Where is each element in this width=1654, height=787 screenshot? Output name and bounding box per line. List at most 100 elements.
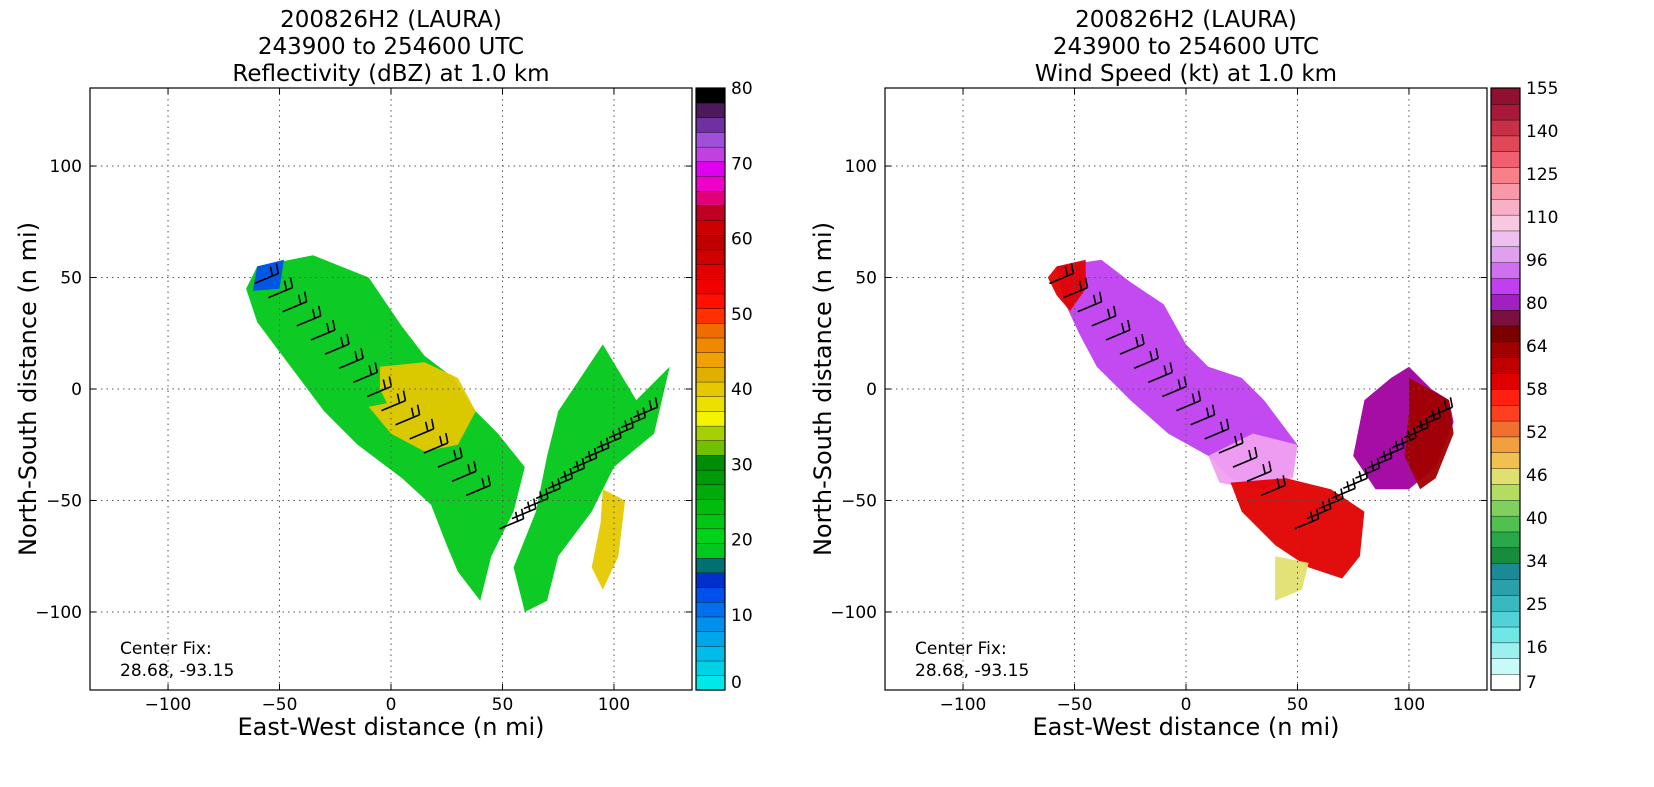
x-tick-label: −50 (262, 695, 298, 715)
wind-barb (584, 447, 610, 459)
wind-barb-flag (1248, 449, 1252, 460)
colorbar-segment (1490, 547, 1521, 564)
wind-barb (395, 413, 420, 426)
wind-barb (523, 497, 549, 510)
wind-barb (1232, 456, 1258, 468)
wind-speed-panel: −100 −50 0 50 100 −100 −50 0 50 100 200826H2 (LAUR… (809, 7, 1558, 741)
center-fix-annotation: 28.68, -93.15 (120, 661, 234, 681)
colorbar-segment (1490, 151, 1521, 168)
wind-barb-flag (1070, 263, 1075, 274)
x-tick-label: −100 (145, 695, 192, 715)
chart-title-line: 200826H2 (LAURA) (280, 7, 502, 33)
wind-barb (511, 507, 537, 520)
colorbar-tick-label: 155 (1526, 79, 1558, 99)
wind-barb (352, 371, 378, 384)
wind-barb (1318, 497, 1344, 510)
colorbar-segment (1490, 198, 1521, 216)
colorbar-tick-label: 96 (1526, 251, 1548, 271)
colorbar-segment (695, 498, 726, 515)
wind-barb-flag (1268, 461, 1272, 472)
colorbar: 0 10 20 30 40 50 60 70 80 (695, 79, 753, 693)
y-tick-label: −50 (841, 491, 877, 511)
colorbar-segment (695, 366, 726, 383)
wind-barb-flag (1064, 266, 1069, 276)
wind-barb-flag (1121, 322, 1125, 333)
colorbar-segment (695, 587, 726, 603)
wind-barb-flag (1211, 404, 1216, 415)
colorbar-segment (695, 161, 726, 177)
wind-barb (268, 286, 293, 299)
colorbar-segment (1490, 531, 1521, 549)
colorbar-segment (695, 557, 726, 574)
wind-barb-flag (654, 397, 659, 408)
colorbar-segment (695, 631, 726, 647)
y-tick-label: −100 (35, 603, 82, 623)
wind-barb-flag (1155, 348, 1159, 359)
wind-barb-flag (368, 365, 372, 375)
chart-title-line: Wind Speed (kt) at 1.0 km (1035, 61, 1337, 87)
colorbar-segment (695, 249, 726, 265)
colorbar-frame (695, 87, 726, 691)
wind-barb (1204, 428, 1230, 440)
center-fix-annotation: Center Fix: (120, 639, 212, 659)
wind-barb (1367, 457, 1392, 469)
wind-barb-flag (283, 280, 288, 290)
x-axis-label: East-West distance (n mi) (237, 713, 544, 741)
colorbar-segment (695, 117, 726, 133)
wind-barb (254, 272, 279, 285)
colorbar-segment (1490, 341, 1521, 358)
colorbar-segment (695, 528, 726, 544)
wind-barb-flag (1240, 432, 1244, 444)
colorbar-tick-label: 110 (1526, 208, 1558, 228)
wind-barb (465, 484, 491, 497)
wind-barb-flag (1127, 319, 1131, 331)
wind-barb-flag (297, 294, 302, 304)
colorbar-tick-label: 10 (731, 606, 753, 626)
x-tick-label: 0 (1181, 695, 1192, 715)
colorbar-segment (1490, 103, 1521, 121)
wind-barb-flag (1205, 407, 1210, 417)
wind-barb (282, 301, 307, 313)
wind-barb (324, 343, 350, 355)
wind-barb-flag (1149, 351, 1153, 361)
x-tick-label: 100 (1393, 695, 1425, 715)
colorbar-segment (1490, 436, 1521, 453)
wind-barb-flag (1135, 336, 1139, 347)
wind-barb-flag (467, 464, 471, 474)
colorbar-tick-label: 64 (1526, 337, 1548, 357)
wind-barb-flag (382, 379, 387, 389)
colorbar-tick-label: 46 (1526, 466, 1548, 486)
colorbar-tick-label: 30 (731, 455, 753, 475)
x-tick-label: 50 (492, 695, 514, 715)
wind-barb-flag (1191, 393, 1196, 403)
colorbar-segment (1490, 230, 1521, 248)
wind-barb (1147, 371, 1173, 384)
wind-barb-flag (1234, 435, 1238, 446)
wind-barb-flag (396, 393, 401, 403)
wind-barb-flag (340, 336, 344, 347)
wind-barb (1391, 436, 1417, 449)
wind-barb (1306, 507, 1332, 520)
colorbar-segment (1490, 262, 1521, 279)
wind-barb (620, 416, 646, 429)
colorbar-segment (1490, 372, 1521, 390)
colorbar-segment (695, 440, 726, 456)
colorbar-segment (1490, 182, 1521, 200)
colorbar-tick-label: 80 (1526, 294, 1548, 314)
wind-barb (1330, 487, 1356, 500)
colorbar-segment (1490, 594, 1521, 612)
colorbar-segment (1490, 293, 1521, 311)
wind-barb (1403, 426, 1429, 439)
wind-barb (437, 456, 463, 468)
data-region (1056, 259, 1298, 490)
colorbar-tick-label: 7 (1526, 673, 1537, 693)
colorbar-segment (1490, 610, 1521, 628)
wind-barb-flag (445, 432, 449, 444)
wind-barb-flag (1163, 365, 1167, 375)
wind-barb-flag (402, 390, 407, 401)
colorbar-segment (1490, 325, 1521, 343)
colorbar-segment (1490, 388, 1521, 406)
wind-barb-flag (1225, 418, 1230, 430)
y-tick-label: 0 (866, 380, 877, 400)
colorbar-frame (1490, 87, 1521, 691)
